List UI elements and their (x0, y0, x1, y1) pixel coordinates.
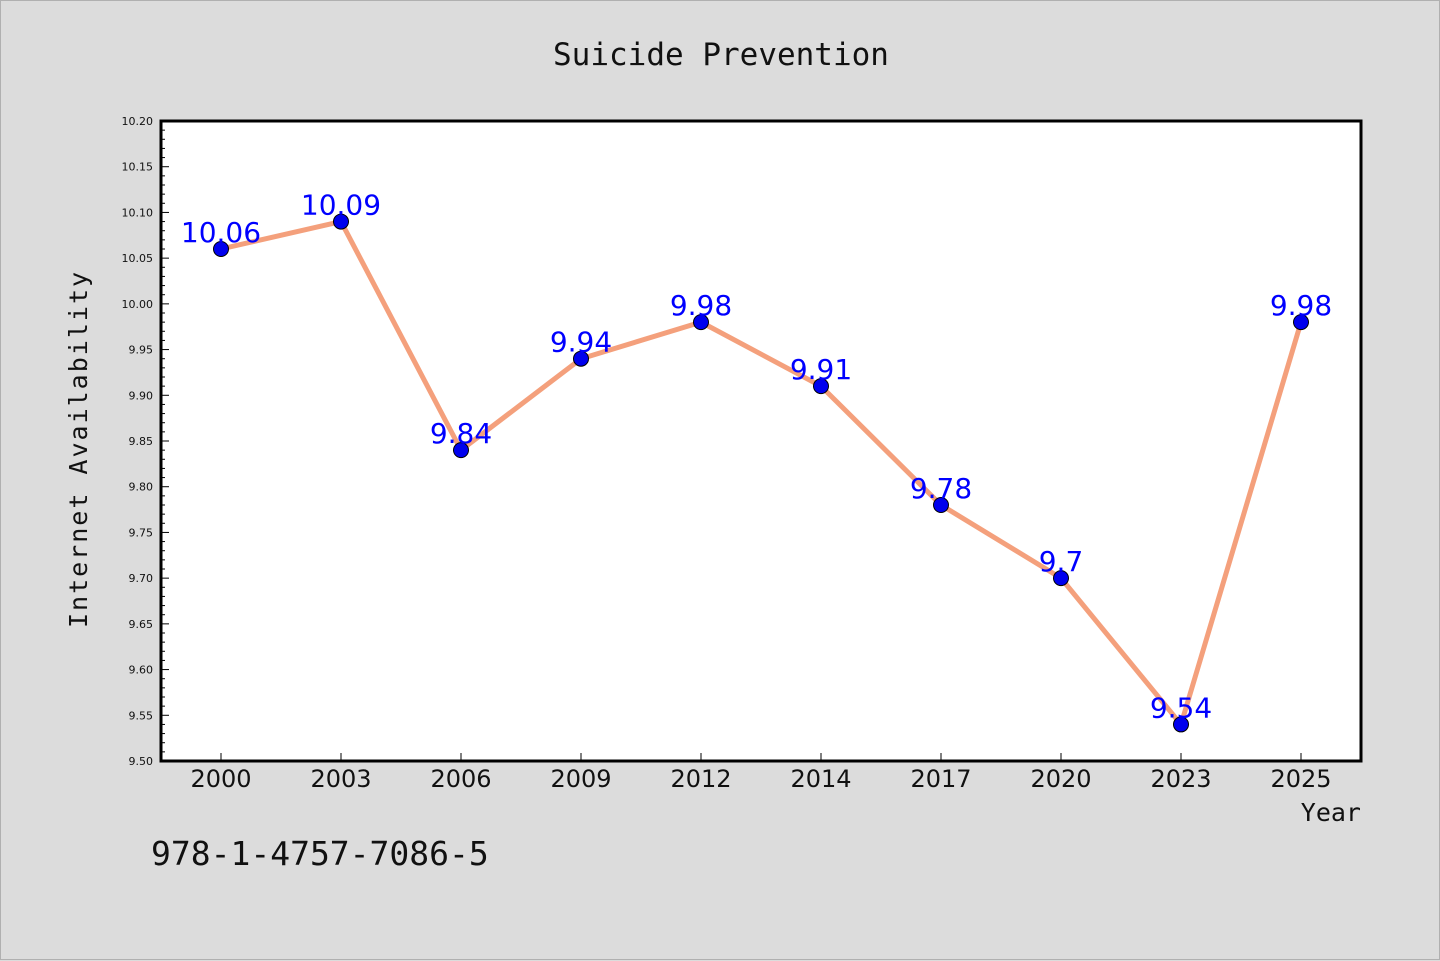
data-point (213, 241, 229, 257)
x-tick-label: 2014 (790, 765, 851, 793)
y-tick-label: 9.85 (129, 435, 154, 448)
x-tick-label: 2000 (190, 765, 251, 793)
data-label: 9.78 (910, 472, 972, 505)
y-axis-label: Internet Availability (64, 270, 93, 628)
chart-title: Suicide Prevention (553, 37, 889, 73)
data-label: 10.06 (181, 216, 261, 249)
data-point (1053, 570, 1069, 587)
y-tick-label: 10.20 (122, 115, 154, 128)
y-tick-label: 10.15 (122, 161, 154, 174)
data-label: 9.98 (670, 289, 732, 322)
x-tick-label: 2020 (1030, 765, 1091, 793)
series-markers (213, 213, 1309, 733)
data-label: 9.98 (1270, 289, 1332, 322)
y-tick-label: 9.65 (129, 618, 154, 631)
data-point (1293, 314, 1309, 331)
x-tick-label: 2017 (910, 765, 971, 793)
data-point (573, 350, 589, 367)
data-point (813, 378, 829, 395)
x-tick-label: 2003 (310, 765, 371, 793)
y-tick-label: 9.55 (129, 709, 154, 722)
plot-area (159, 119, 1363, 763)
data-label: 9.91 (790, 353, 852, 386)
x-tick-label: 2009 (550, 765, 611, 793)
data-label: 9.84 (430, 417, 492, 450)
x-axis: 2000 2003 2006 2009 2012 2014 2017 2020 2023 2025 (190, 753, 1332, 793)
data-label: 9.7 (1039, 545, 1084, 578)
data-point (693, 314, 709, 331)
x-tick-label: 2012 (670, 765, 731, 793)
data-labels: 10.06 10.09 9.84 9.94 9.98 9.91 9.78 9.7 9.54 9.9… (181, 189, 1332, 725)
y-axis: 9.50 9.55 9.60 9.65 9.70 9.75 9.80 9.85 9.90 9.95… (122, 115, 169, 768)
data-point (453, 442, 469, 459)
footer-text: 978-1-4757-7086-5 (151, 834, 489, 873)
y-tick-label: 9.75 (129, 526, 154, 539)
series-line (220, 219, 1304, 727)
y-tick-label: 9.70 (129, 572, 154, 585)
x-axis-label: Year (1301, 798, 1361, 827)
data-point (333, 213, 349, 230)
y-tick-label: 9.90 (129, 389, 154, 402)
y-tick-label: 10.10 (122, 206, 154, 219)
y-tick-label: 9.50 (129, 755, 154, 768)
x-tick-label: 2006 (430, 765, 491, 793)
y-tick-label: 9.95 (129, 344, 154, 357)
y-tick-label: 10.05 (122, 252, 154, 265)
data-point (933, 497, 949, 513)
data-point (1173, 716, 1189, 733)
x-tick-label: 2023 (1150, 765, 1211, 793)
y-tick-label: 9.60 (129, 664, 154, 677)
data-label: 9.94 (550, 326, 612, 359)
y-tick-label: 10.00 (122, 298, 154, 311)
y-tick-label: 9.80 (129, 481, 154, 494)
data-label: 10.09 (301, 189, 381, 222)
x-tick-label: 2025 (1270, 765, 1331, 793)
data-label: 9.54 (1150, 691, 1212, 724)
